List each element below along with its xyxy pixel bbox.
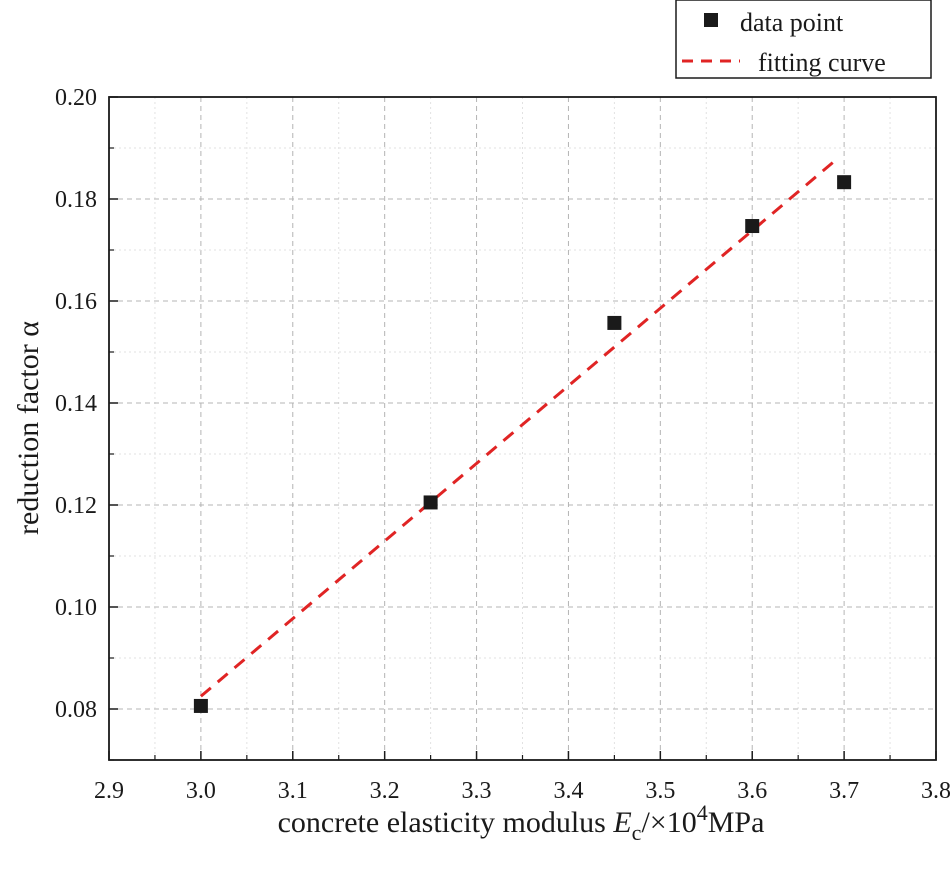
x-axis-title-unit: MPa — [708, 806, 765, 839]
x-tick-label: 3.8 — [921, 778, 950, 804]
x-tick-label: 3.5 — [645, 778, 675, 804]
legend-label-fitting-curve: fitting curve — [758, 48, 886, 77]
x-axis-title-prefix: concrete elasticity modulus — [278, 806, 614, 839]
fitting-curve-layer — [199, 159, 836, 698]
x-tick-label: 3.4 — [553, 778, 583, 804]
legend-marker-data-point — [704, 13, 718, 27]
x-tick-label: 3.2 — [370, 778, 400, 804]
data-point-marker — [423, 495, 438, 510]
x-axis-title-subscript: c — [632, 820, 642, 845]
y-tick-label: 0.14 — [55, 391, 97, 417]
x-tick-label: 3.7 — [829, 778, 859, 804]
x-tick-label: 3.6 — [737, 778, 767, 804]
data-point-marker — [193, 698, 208, 713]
legend-label-data-point: data point — [740, 8, 844, 37]
fitting-curve-line — [199, 159, 836, 698]
ticks: 2.9 3.0 3.1 3.2 3.3 3.4 3.5 3.6 3.7 3.8 0.08 0.10 0.… — [55, 85, 950, 804]
data-point-marker — [607, 315, 622, 330]
x-tick-label: 3.3 — [462, 778, 492, 804]
x-axis-title-multiplier: /×10 — [641, 806, 696, 839]
x-tick-label: 2.9 — [94, 778, 124, 804]
x-axis-title-variable: E — [612, 806, 631, 839]
y-axis-title: reduction factor α — [12, 321, 45, 535]
data-point-marker — [837, 175, 852, 190]
data-points-layer — [193, 175, 852, 713]
y-tick-label: 0.10 — [55, 595, 97, 621]
y-tick-label: 0.08 — [55, 697, 97, 723]
data-point-marker — [745, 219, 760, 234]
y-tick-label: 0.20 — [55, 85, 97, 111]
y-tick-label: 0.16 — [55, 289, 97, 315]
legend-box — [675, 0, 932, 79]
legend: data point fitting curve — [675, 0, 932, 79]
x-axis-title: concrete elasticity modulus Ec/×104MPa — [278, 800, 765, 845]
x-tick-label: 3.1 — [278, 778, 308, 804]
x-tick-label: 3.0 — [186, 778, 216, 804]
y-tick-label: 0.18 — [55, 187, 97, 213]
y-tick-label: 0.12 — [55, 493, 97, 519]
grid — [109, 97, 936, 761]
x-axis-title-exponent: 4 — [697, 800, 708, 825]
